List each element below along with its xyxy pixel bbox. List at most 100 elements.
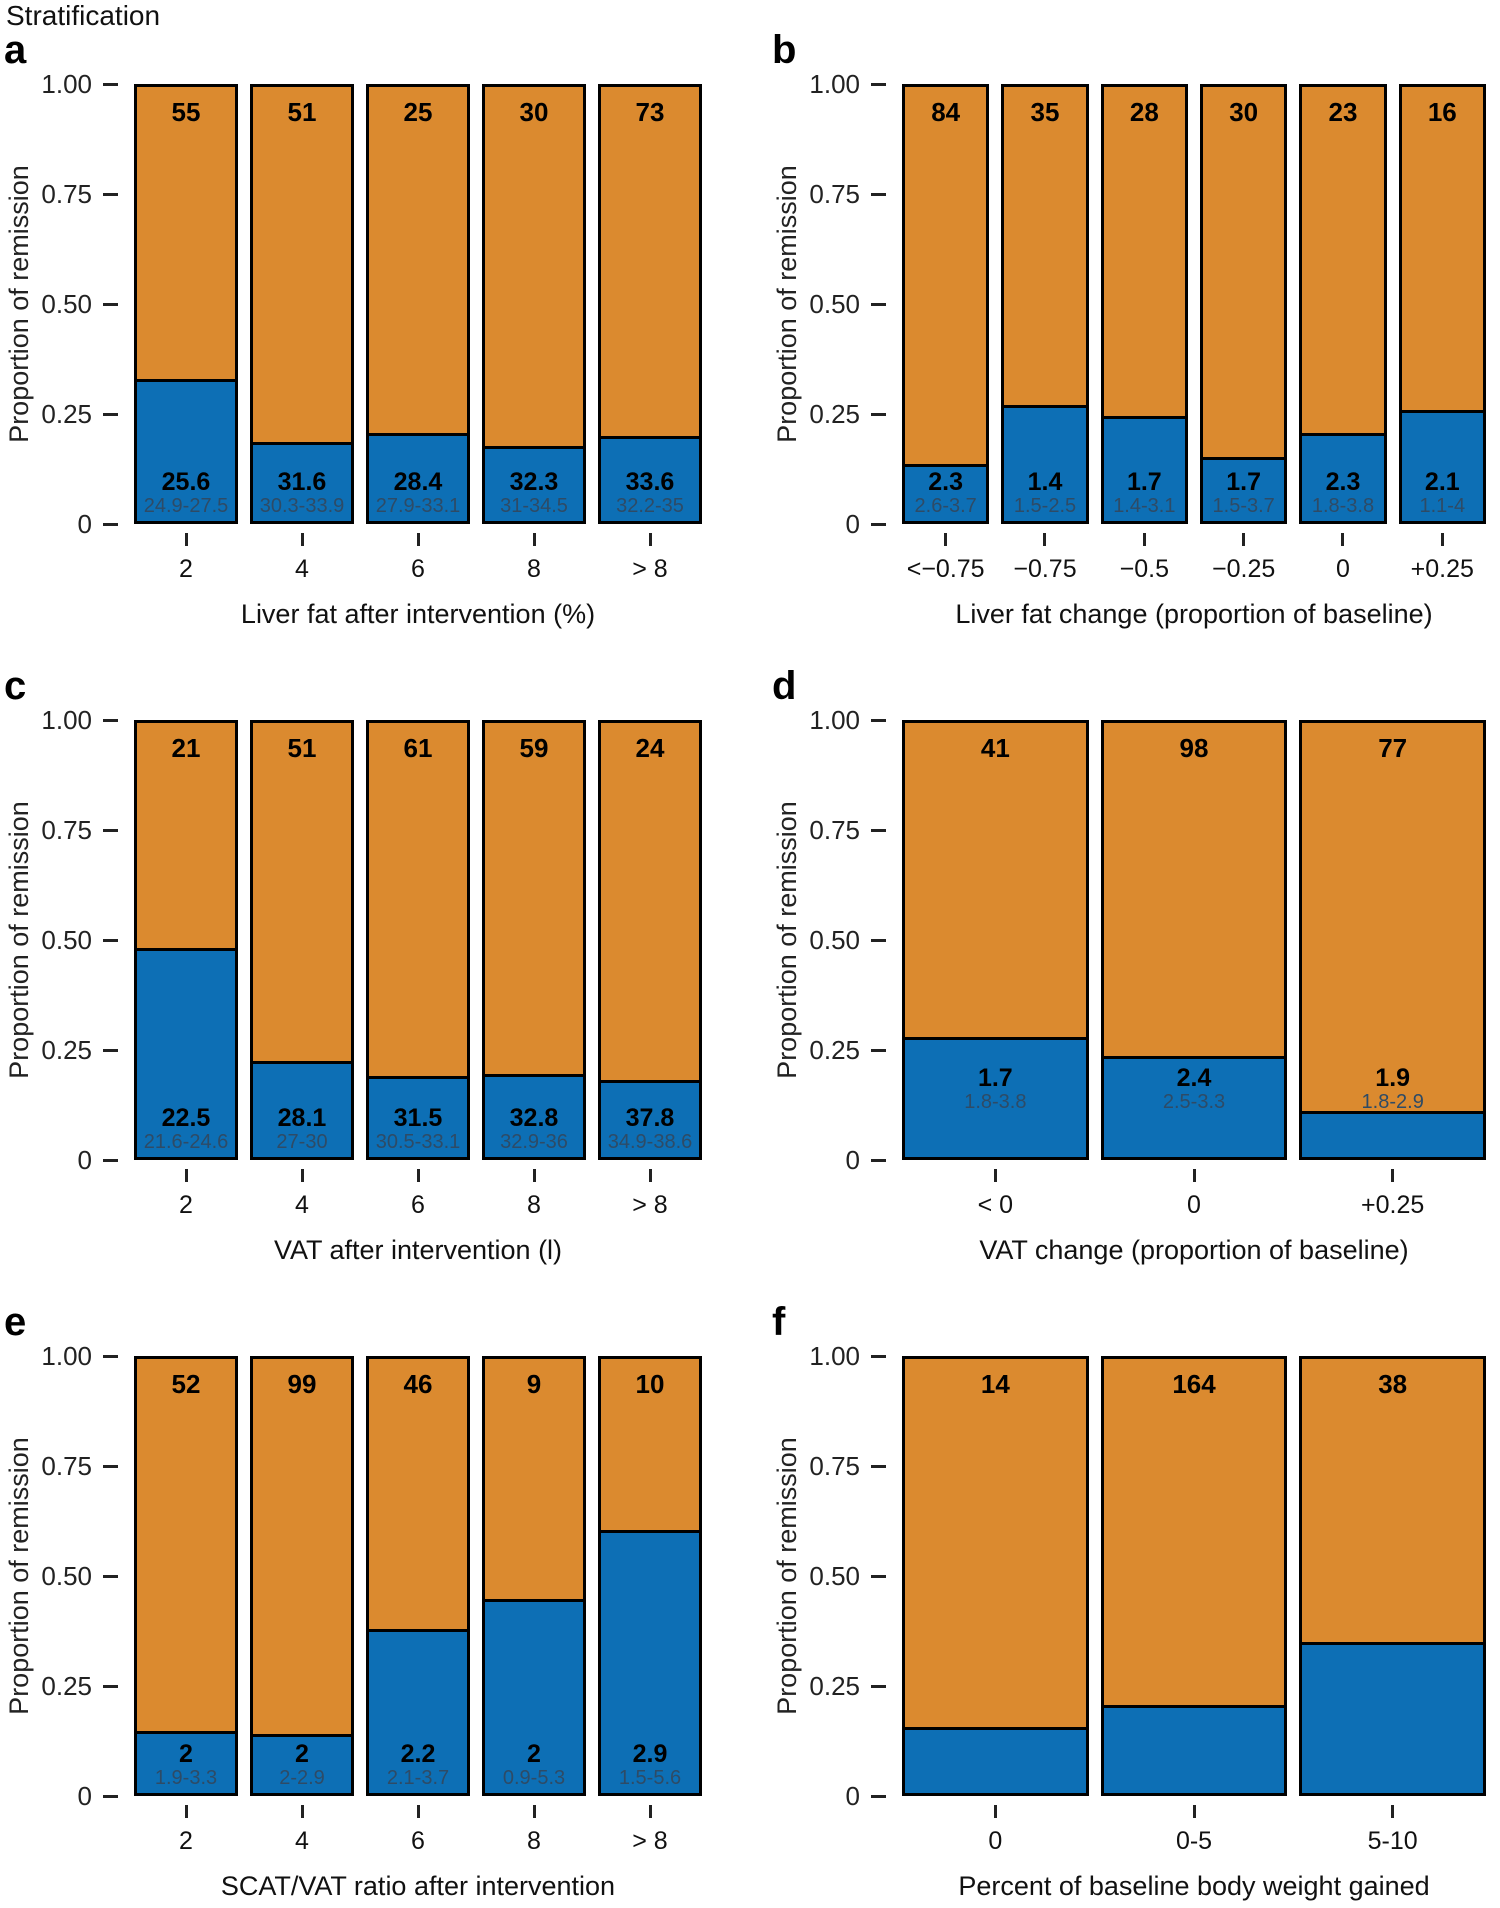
y-tick-label: 1.00: [41, 68, 92, 99]
remission-segment: [369, 433, 467, 521]
x-tick-mark: [300, 533, 304, 546]
median-value-label: 2.1: [1424, 468, 1460, 496]
x-tick-label: −0.25: [1212, 555, 1276, 583]
x-tick-label: > 8: [632, 1191, 668, 1219]
stacked-bar: 41 1.7 1.8-3.8: [902, 720, 1089, 1160]
y-tick-label: 0.50: [41, 288, 92, 319]
x-tick-mark: [648, 1805, 652, 1818]
group-count-label: 23: [1328, 97, 1358, 127]
y-tick-label: 0.25: [809, 398, 860, 429]
group-count-label: 30: [519, 97, 549, 127]
x-labels-row: 2 4 6 8 > 8: [134, 555, 702, 584]
x-labels-row: < 0 0 +0.25: [902, 1191, 1486, 1220]
remission-segment: [137, 379, 235, 521]
y-tick-mark: [871, 938, 886, 942]
group-count-label: 73: [635, 97, 665, 127]
y-tick: 0: [772, 1145, 886, 1175]
group-count-label: 16: [1427, 97, 1457, 127]
group-count-label: 99: [287, 1369, 317, 1399]
x-tick-cell: [250, 1805, 354, 1818]
x-tick-cell: [134, 533, 238, 546]
x-labels-row: 0 0-5 5-10: [902, 1827, 1486, 1856]
y-tick-mark: [871, 718, 886, 722]
x-tick-cell: [1101, 1805, 1288, 1818]
range-label: 1.8-3.8: [1311, 495, 1375, 517]
y-tick-mark: [871, 828, 886, 832]
y-tick: 0.75: [772, 179, 886, 209]
y-tick-mark: [871, 302, 886, 306]
median-value-label: 1.9: [1375, 1064, 1411, 1092]
y-tick-label: 0: [77, 1780, 92, 1811]
panel-e: e Proportion of remission 1.00 0.75 0.50 0.25…: [0, 1272, 750, 1908]
x-tick-label: 4: [295, 1827, 309, 1855]
y-tick: 0.50: [772, 925, 886, 955]
x-tick-cell: [598, 1805, 702, 1818]
group-count-label: 41: [980, 733, 1010, 763]
y-tick-mark: [103, 1574, 118, 1578]
group-count-label: 24: [635, 733, 665, 763]
stacked-bar: 28 1.7 1.4-3.1: [1100, 84, 1188, 524]
y-tick: 0.75: [772, 815, 886, 845]
y-tick-label: 0: [845, 1144, 860, 1175]
range-label: 1.5-3.7: [1212, 495, 1275, 517]
group-count-label: 84: [931, 97, 961, 127]
range-label: 2-2.9: [279, 1767, 325, 1789]
y-tick: 1.00: [4, 705, 118, 735]
y-axis: Proportion of remission 1.00 0.75 0.50 0.25 0: [772, 1341, 886, 1811]
y-tick-mark: [871, 1048, 886, 1052]
range-label: 1.5-5.6: [618, 1767, 682, 1789]
x-tick-cell: [482, 533, 586, 546]
y-tick-label: 0.75: [41, 178, 92, 209]
median-value-label: 2: [179, 1740, 193, 1768]
x-tick-mark: [993, 1805, 997, 1818]
x-tick-label: 4: [295, 555, 309, 583]
bars-area: 21 22.5 21.6-24.6 51 28.1 27-30 61 31.5 30.5-33.…: [134, 720, 702, 1160]
y-tick-label: 0.25: [809, 1670, 860, 1701]
y-tick: 0.25: [772, 1035, 886, 1065]
median-value-label: 2.3: [1325, 468, 1361, 496]
x-tick-mark: [1142, 533, 1146, 546]
y-tick-mark: [103, 1794, 118, 1798]
figure-title: Stratification: [6, 0, 161, 31]
y-tick-mark: [871, 192, 886, 196]
remission-segment: [1302, 433, 1384, 521]
y-tick: 0.50: [4, 1561, 118, 1591]
group-count-label: 35: [1030, 97, 1060, 127]
x-tick-cell: [598, 1169, 702, 1182]
x-tick-cell: [482, 1805, 586, 1818]
range-label: 32.2-35: [616, 495, 684, 517]
x-tick-cell: [598, 533, 702, 546]
x-tick-label: 6: [411, 1827, 425, 1855]
x-tick-cell: [1299, 1169, 1486, 1182]
x-tick-cell: [902, 1805, 1089, 1818]
stacked-bar: 14: [902, 1356, 1089, 1796]
bars-area: 52 2 1.9-3.3 99 2 2-2.9 46 2.2 2.1-3.7 9 2 0.9-5.3 1…: [134, 1356, 702, 1796]
remission-segment: [601, 435, 699, 521]
stacked-bar: 99 2 2-2.9: [250, 1356, 354, 1796]
y-tick-label: 0.25: [41, 398, 92, 429]
x-tick-mark: [184, 533, 188, 546]
x-tick-mark: [944, 533, 948, 546]
x-tick-cell: [250, 533, 354, 546]
x-tick-mark: [1043, 533, 1047, 546]
x-tick-label: 5-10: [1367, 1827, 1418, 1855]
x-tick-mark: [416, 1169, 420, 1182]
y-tick: 0: [4, 1781, 118, 1811]
y-tick-mark: [871, 1574, 886, 1578]
y-tick-label: 0.25: [41, 1034, 92, 1065]
y-tick-label: 0.75: [809, 1450, 860, 1481]
x-labels-row: <−0.75 −0.75 −0.5 −0.25 0 +0.25: [902, 555, 1486, 584]
panel-c: c Proportion of remission 1.00 0.75 0.50 0.25…: [0, 636, 750, 1272]
range-label: 34.9-38.6: [607, 1131, 693, 1153]
group-count-label: 55: [171, 97, 201, 127]
y-tick-label: 1.00: [41, 1340, 92, 1371]
x-tick-mark: [300, 1169, 304, 1182]
y-tick-mark: [871, 82, 886, 86]
x-tick-label: 0: [1187, 1191, 1201, 1219]
y-axis: Proportion of remission 1.00 0.75 0.50 0.25 0: [4, 1341, 118, 1811]
x-tick-mark: [300, 1805, 304, 1818]
remission-segment: [601, 1080, 699, 1157]
chart-area: Proportion of remission 1.00 0.75 0.50 0.25 0…: [4, 705, 702, 1175]
median-value-label: 31.6: [277, 468, 327, 496]
